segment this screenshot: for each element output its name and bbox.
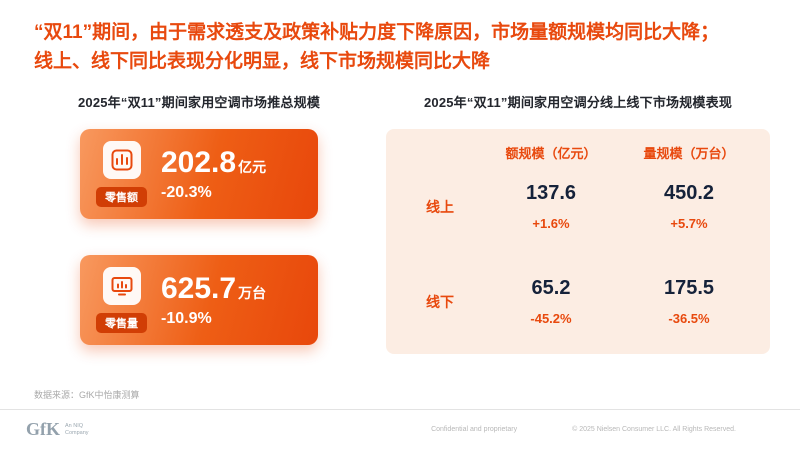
online-value-change: +1.6%	[532, 216, 570, 231]
column-header-volume-scale: 量规模（万台）	[643, 146, 735, 161]
content-area: 2025年“双11”期间家用空调市场推总规模 零售额 202.8 亿元	[0, 76, 800, 386]
retail-value-number: 202.8 亿元	[161, 146, 267, 179]
retail-value-change: -20.3%	[161, 184, 212, 201]
table-header-row: 额规模（亿元） 量规模（万台）	[398, 143, 758, 162]
copyright-label: © 2025 Nielsen Consumer LLC. All Rights …	[572, 426, 736, 433]
title-line-1: “双11”期间，由于需求透支及政策补贴力度下降原因，市场量额规模均同比大降；	[34, 22, 720, 43]
total-market-panel: 2025年“双11”期间家用空调市场推总规模 零售额 202.8 亿元	[34, 92, 364, 386]
footer-bar: GfK An NIQ Company Confidential and prop…	[0, 409, 800, 449]
online-value-scale: 137.6	[525, 182, 577, 204]
table-row-offline: 线下 65.2 -45.2% 175.5 -36.5%	[398, 277, 758, 326]
channel-breakdown-panel: 2025年“双11”期间家用空调分线上线下市场规模表现 额规模（亿元） 量规模（…	[386, 92, 770, 386]
offline-value-scale: 65.2	[531, 277, 571, 299]
offline-value-change: -45.2%	[530, 311, 572, 326]
right-panel-heading: 2025年“双11”期间家用空调分线上线下市场规模表现	[423, 95, 733, 110]
offline-volume-change: -36.5%	[668, 311, 710, 326]
gfk-logo: GfK An NIQ Company	[26, 419, 89, 440]
online-volume-change: +5.7%	[670, 216, 708, 231]
channel-table: 额规模（亿元） 量规模（万台） 线上 137.6 +1.6% 450.2 +5.…	[386, 129, 770, 354]
retail-volume-badge: 零售量	[96, 313, 147, 333]
retail-volume-card: 零售量 625.7 万台 -10.9%	[80, 255, 318, 345]
gfk-logo-text: GfK	[26, 419, 60, 439]
data-source-note: 数据来源：GfK中怡康测算	[34, 390, 140, 400]
confidential-label: Confidential and proprietary	[431, 426, 518, 433]
retail-volume-number: 625.7 万台	[161, 272, 267, 305]
retail-value-badge: 零售额	[96, 187, 147, 207]
page-title: “双11”期间，由于需求透支及政策补贴力度下降原因，市场量额规模均同比大降； 线…	[0, 0, 800, 76]
monitor-chart-icon	[102, 267, 141, 305]
niq-company-label: An NIQ Company	[65, 422, 89, 436]
column-header-value-scale: 额规模（亿元）	[505, 146, 597, 161]
left-panel-heading: 2025年“双11”期间家用空调市场推总规模	[77, 95, 321, 110]
online-volume-scale: 450.2	[663, 182, 715, 204]
bar-chart-icon	[102, 141, 141, 179]
title-line-2: 线上、线下同比表现分化明显，线下市场规模同比大降	[34, 51, 491, 72]
table-row-online: 线上 137.6 +1.6% 450.2 +5.7%	[398, 182, 758, 231]
row-label-offline: 线下	[426, 293, 454, 310]
offline-volume-scale: 175.5	[663, 277, 715, 299]
row-label-online: 线上	[426, 198, 454, 215]
retail-volume-change: -10.9%	[161, 310, 212, 327]
retail-value-card: 零售额 202.8 亿元 -20.3%	[80, 129, 318, 219]
